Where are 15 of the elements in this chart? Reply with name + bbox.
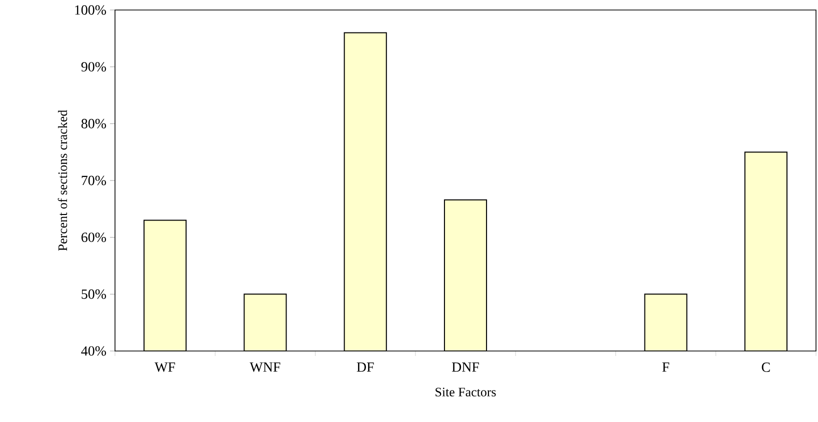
y-tick-label: 100% xyxy=(75,5,106,15)
y-tick-label: 50% xyxy=(82,289,106,299)
y-tick-label: 70% xyxy=(82,176,106,186)
y-axis-title: Percent of sections cracked xyxy=(58,110,68,251)
y-tick-label: 90% xyxy=(81,62,106,72)
y-tick-label: 40% xyxy=(81,346,106,356)
x-tick-label: C xyxy=(762,362,770,372)
x-axis-title: Site Factors xyxy=(436,388,496,396)
x-tick-label: WF xyxy=(154,362,176,372)
y-tick-label: 80% xyxy=(81,118,106,128)
x-tick-label: DNF xyxy=(452,362,479,372)
x-tick-label: DF xyxy=(356,362,374,372)
x-tick-label: WNF xyxy=(250,362,280,372)
x-tick-label: F xyxy=(662,362,670,372)
y-tick-label: 60% xyxy=(82,232,106,242)
